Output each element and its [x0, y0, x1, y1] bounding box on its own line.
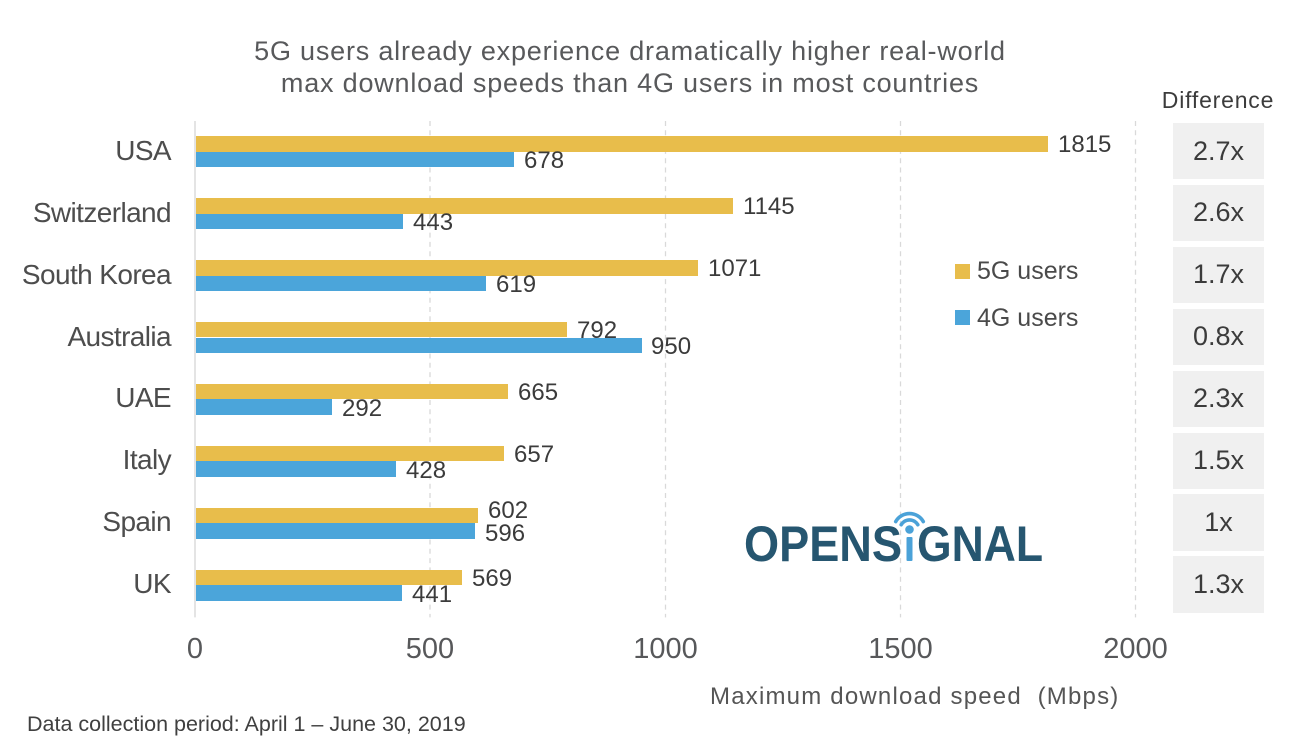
- svg-text:OPENS: OPENS: [744, 516, 902, 570]
- svg-text:GNAL: GNAL: [917, 516, 1043, 570]
